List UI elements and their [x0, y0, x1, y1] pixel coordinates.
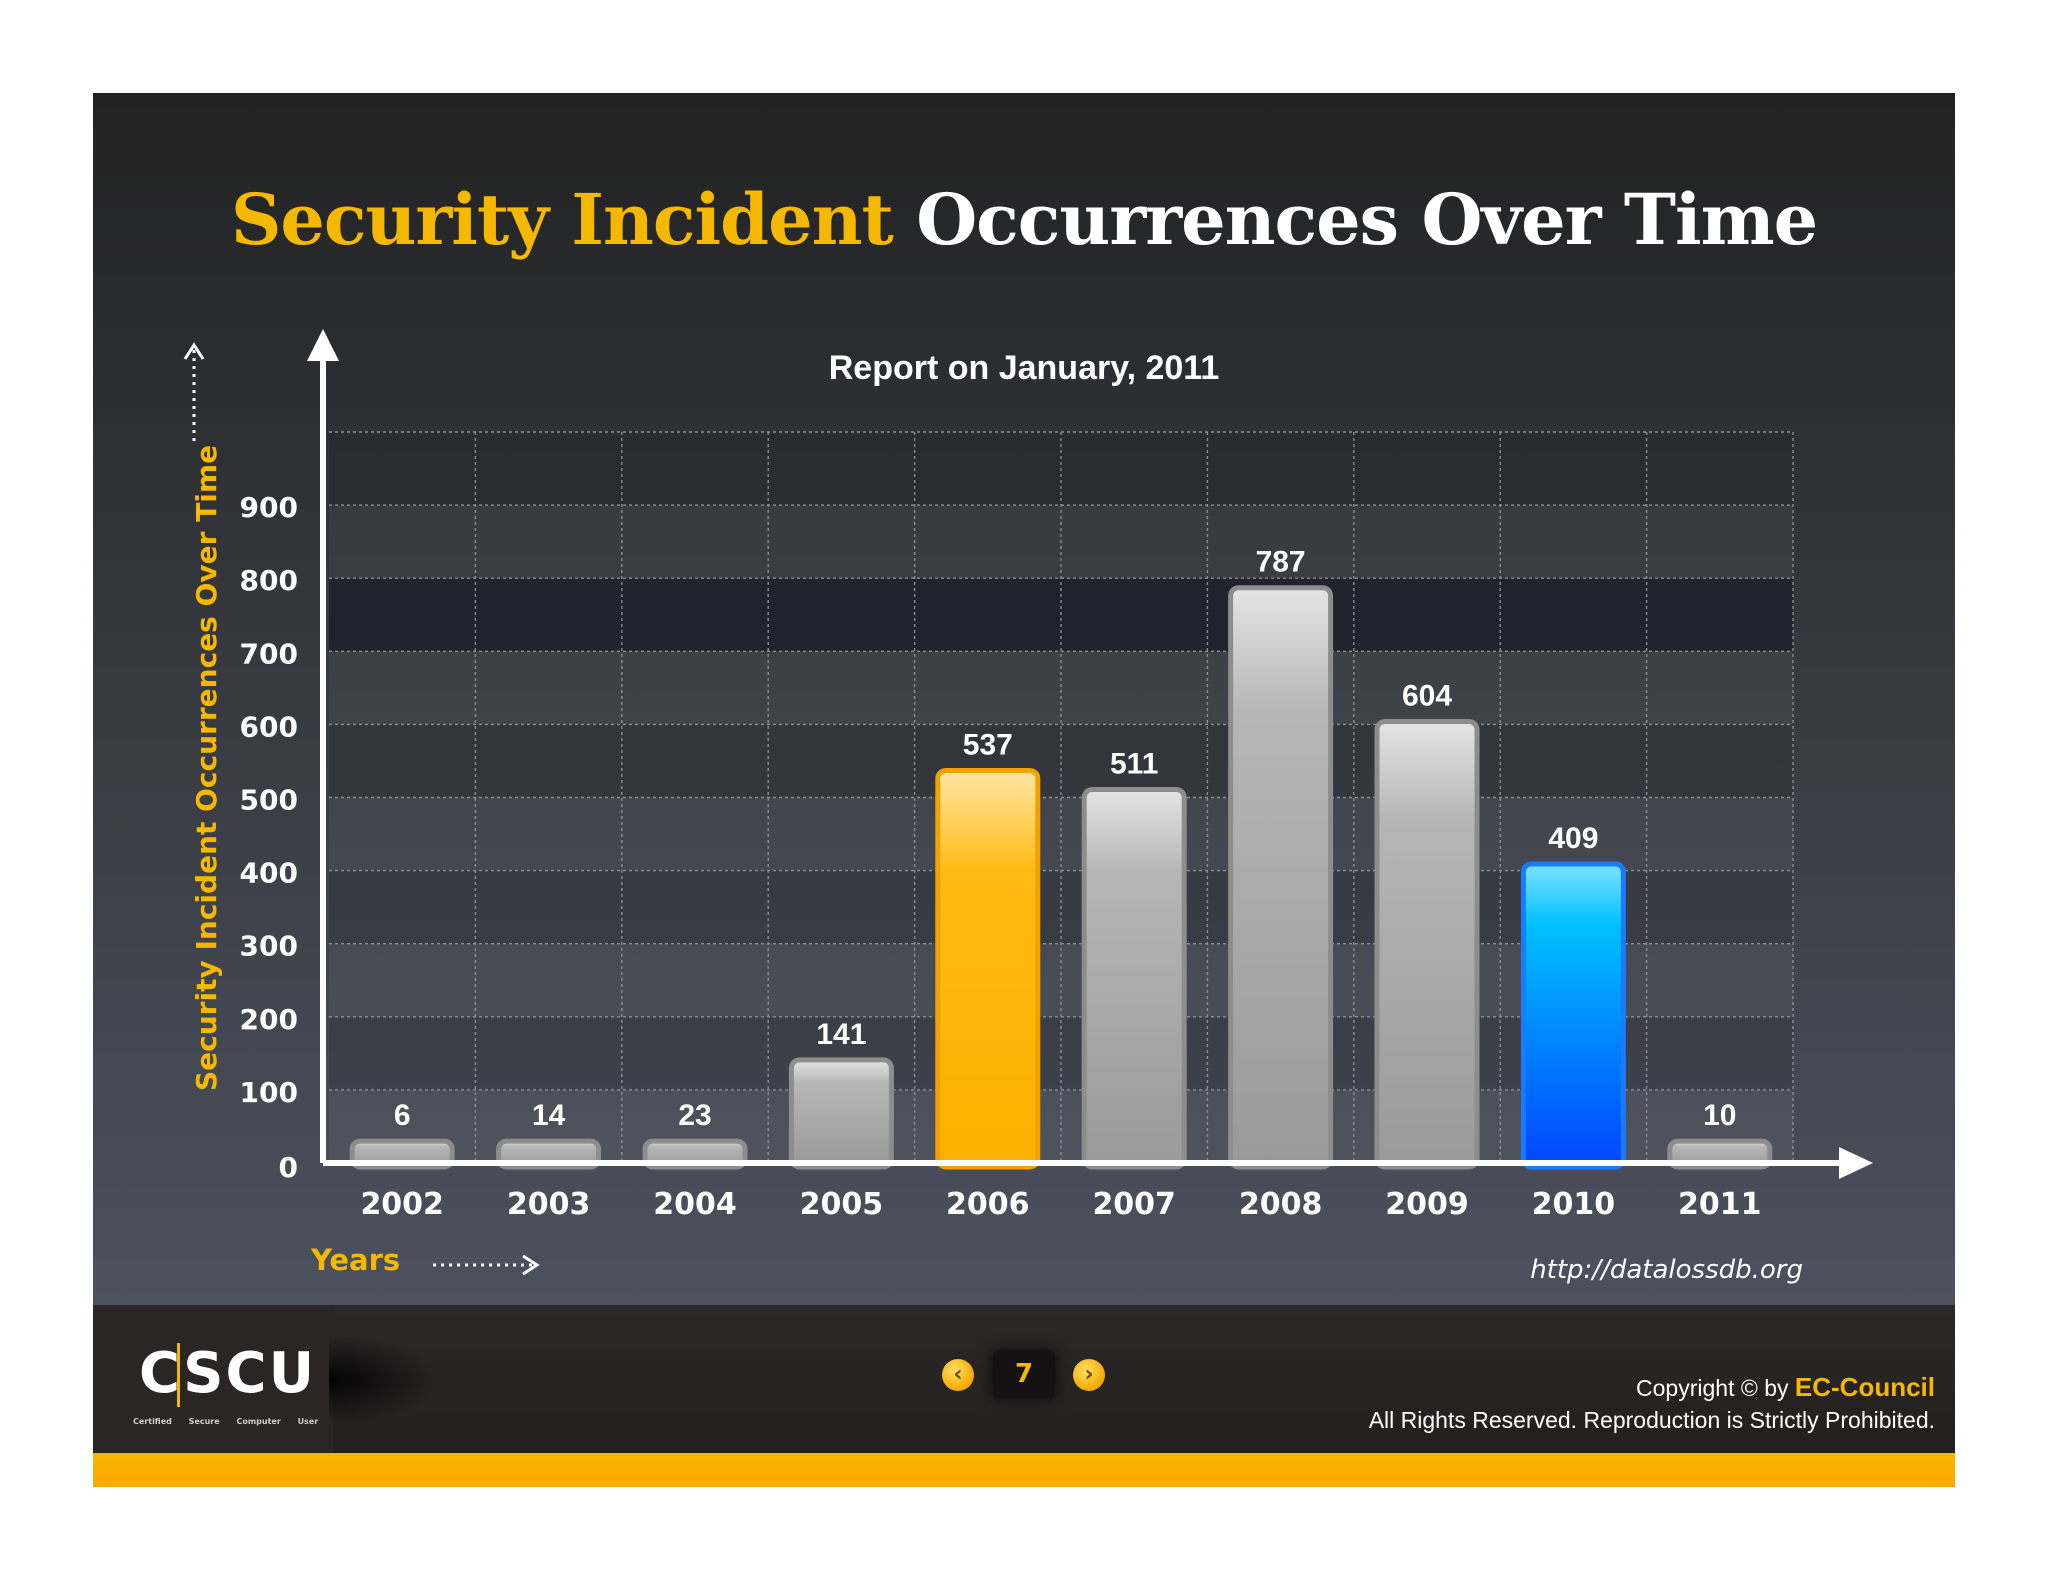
slide: Security Incident Occurrences Over Time … [93, 93, 1955, 1487]
footer-accent-band [93, 1453, 1955, 1487]
value-label-2005: 141 [816, 1018, 866, 1051]
value-label-2003: 14 [532, 1099, 566, 1132]
x-tick-label-2004: 2004 [653, 1187, 737, 1222]
y-tick-label: 700 [240, 637, 298, 670]
bar-chart: 6 2002 14 2003 23 2004 141 2005 537 2006 511 2007 78… [183, 329, 1873, 1276]
y-tick-label: 100 [240, 1076, 298, 1109]
value-label-2007: 511 [1110, 747, 1158, 780]
y-tick-label: 200 [240, 1003, 298, 1036]
chevron-right-icon: › [1084, 1362, 1094, 1387]
y-tick-label: 400 [240, 857, 298, 890]
x-axis-label: Years [311, 1243, 401, 1277]
x-tick-label-2010: 2010 [1532, 1187, 1616, 1222]
value-label-2009: 604 [1402, 679, 1452, 712]
value-label-2006: 537 [963, 728, 1013, 761]
y-dotted-arrowhead-icon [183, 342, 205, 360]
x-tick-label-2011: 2011 [1678, 1187, 1762, 1222]
bar-2005 [788, 1057, 894, 1170]
chart-subtitle: Report on January, 2011 [828, 349, 1220, 387]
y-axis-arrow-icon [307, 329, 339, 361]
title-part-2: Occurrences Over Time [916, 178, 1818, 261]
bar-2007 [1081, 786, 1187, 1170]
value-label-2011: 10 [1703, 1099, 1736, 1132]
rights-text: All Rights Reserved. Reproduction is Str… [1368, 1407, 1935, 1433]
x-tick-label-2007: 2007 [1092, 1187, 1176, 1222]
x-tick-label-2006: 2006 [946, 1187, 1030, 1222]
axes [183, 329, 1873, 1276]
value-label-2002: 6 [394, 1099, 411, 1132]
y-axis-label: Security Incident Occurrences Over Time [190, 444, 223, 1091]
x-tick-label-2009: 2009 [1385, 1187, 1469, 1222]
labels: 6 2002 14 2003 23 2004 141 2005 537 2006 511 2007 78… [240, 491, 1762, 1222]
bar-2009 [1374, 718, 1480, 1170]
logo-shadow [329, 1335, 439, 1425]
footer: CSCU Certified Secure Computer User ‹ 7 … [93, 1305, 1955, 1453]
bar-2010 [1520, 861, 1626, 1170]
y-tick-label: 0 [279, 1151, 298, 1184]
next-page-button[interactable]: › [1073, 1359, 1105, 1391]
y-tick-label: 300 [240, 930, 298, 963]
page-number: 7 [993, 1350, 1055, 1398]
x-dotted-arrowhead-icon [522, 1254, 540, 1276]
logo-divider [177, 1343, 180, 1407]
bar-2008 [1228, 585, 1334, 1170]
y-tick-label: 800 [240, 564, 298, 597]
bar-2006 [935, 767, 1041, 1170]
value-label-2004: 23 [678, 1099, 711, 1132]
source-link[interactable]: http://datalossdb.org [1530, 1255, 1803, 1285]
x-axis-arrow-icon [1839, 1147, 1873, 1179]
title-part-1: Security Incident [230, 178, 894, 261]
copyright-prefix: Copyright © by [1636, 1375, 1789, 1401]
y-tick-label: 500 [240, 784, 298, 817]
x-tick-label-2008: 2008 [1239, 1187, 1323, 1222]
logo-subtitle: Certified Secure Computer User [133, 1417, 319, 1426]
value-label-2010: 409 [1548, 822, 1598, 855]
prev-page-button[interactable]: ‹ [942, 1359, 974, 1391]
x-tick-label-2003: 2003 [507, 1187, 591, 1222]
x-tick-label-2005: 2005 [800, 1187, 884, 1222]
chevron-left-icon: ‹ [953, 1362, 963, 1387]
chart-title: Security Incident Occurrences Over Time [93, 178, 1955, 262]
value-label-2008: 787 [1256, 546, 1306, 579]
plot-band [329, 651, 1793, 725]
bars [349, 585, 1773, 1170]
y-tick-label: 900 [240, 491, 298, 524]
plot-band [329, 724, 1793, 798]
cscu-logo: CSCU Certified Secure Computer User [93, 1305, 333, 1453]
ec-council-brand: EC-Council [1794, 1372, 1935, 1402]
x-tick-label-2002: 2002 [360, 1187, 444, 1222]
copyright: Copyright © by EC-Council All Rights Res… [1369, 1371, 1935, 1436]
logo-text: CSCU [139, 1341, 317, 1406]
y-tick-label: 600 [240, 710, 298, 743]
